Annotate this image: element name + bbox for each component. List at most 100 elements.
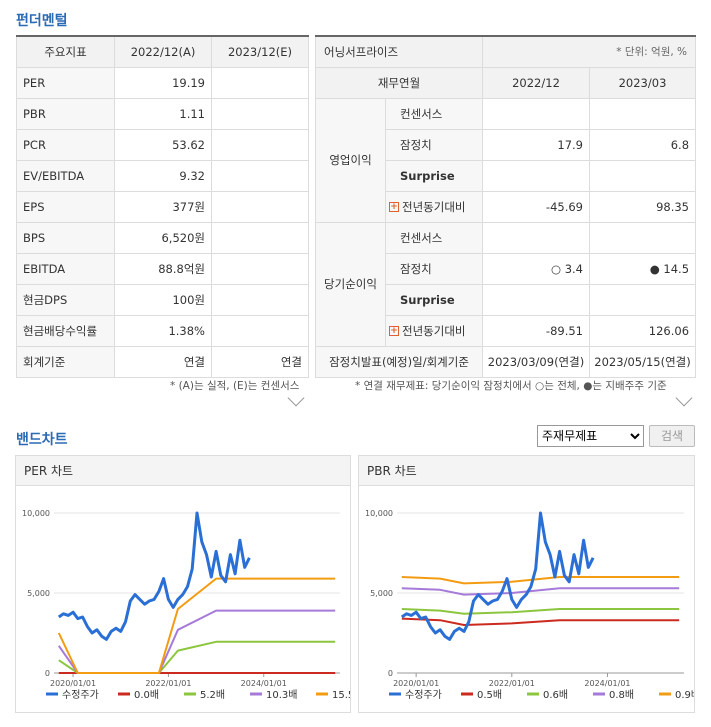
earnings-row-label-text: 컨센서스 xyxy=(400,106,443,121)
series-line-2 xyxy=(58,640,336,674)
earnings-row: 잠정치 ○ 3.4 ● 14.5 xyxy=(316,252,697,285)
x-tick-label: 2022/01/01 xyxy=(489,679,535,688)
fundamental-row: PCR 53.62 xyxy=(16,128,309,161)
fundamental-row-value-2023 xyxy=(211,97,309,130)
earnings-row-label-text: 컨센서스 xyxy=(400,230,443,245)
fundamental-row-value-2022: 377원 xyxy=(114,190,212,223)
fundamental-row-label: PBR xyxy=(16,97,115,130)
legend-label[interactable]: 5.2배 xyxy=(200,689,225,701)
earnings-row-label[interactable]: + 전년동기대비 xyxy=(385,190,483,223)
x-tick-label: 2020/01/01 xyxy=(50,679,96,688)
earnings-row: Surprise xyxy=(316,159,697,192)
expand-plus-icon[interactable]: + xyxy=(389,326,399,336)
fundamental-row: 회계기준 연결 연결 xyxy=(16,345,309,378)
earnings-row-label-text: Surprise xyxy=(400,168,455,183)
earnings-row-label: 컨센서스 xyxy=(385,221,483,254)
per-chart-title: PER 차트 xyxy=(16,456,350,486)
fundamental-row-label: BPS xyxy=(16,221,115,254)
fundamental-title: 펀더멘털 xyxy=(16,13,68,29)
earnings-row: Surprise xyxy=(316,283,697,316)
fundamental-row-label: PER xyxy=(16,66,115,99)
earnings-row-value-2023: 6.8 xyxy=(588,128,697,161)
earnings-footer-2023: 2023/05/15(연결) xyxy=(588,345,697,378)
earnings-row-value-2022 xyxy=(482,283,590,316)
y-tick-label: 10,000 xyxy=(22,509,50,518)
expand-plus-icon[interactable]: + xyxy=(389,202,399,212)
earnings-row-value-2023: 98.35 xyxy=(588,190,697,223)
fundamental-row: EBITDA 88.8억원 xyxy=(16,252,309,285)
fundamental-row: PER 19.19 xyxy=(16,66,309,99)
earnings-row-value-2023: ● 14.5 xyxy=(588,252,697,285)
legend-label[interactable]: 10.3배 xyxy=(266,689,297,701)
series-line-1 xyxy=(401,617,680,626)
fundamental-row: EV/EBITDA 9.32 xyxy=(16,159,309,192)
per-chart-panel: PER 차트 0 5,000 10,000 2020/01/01 2022/01/01 2… xyxy=(15,455,351,713)
legend-label[interactable]: 0.0배 xyxy=(134,689,159,701)
fundamental-row-value-2023 xyxy=(211,221,309,254)
earnings-row-label-text: Surprise xyxy=(400,292,455,307)
earnings-row-label: Surprise xyxy=(385,159,483,192)
fundamental-header-indicator: 주요지표 xyxy=(16,35,115,68)
fundamental-row-value-2023 xyxy=(211,283,309,316)
legend-label[interactable]: 15.5배 xyxy=(332,689,350,701)
earnings-group-label: 영업이익 xyxy=(315,97,386,223)
earnings-expand-chevron-icon[interactable] xyxy=(675,389,693,407)
earnings-row-label: 잠정치 xyxy=(385,128,483,161)
fundamental-row: 현금DPS 100원 xyxy=(16,283,309,316)
fundamental-row-value-2023 xyxy=(211,314,309,347)
y-tick-label: 5,000 xyxy=(370,589,393,598)
y-tick-label: 0 xyxy=(388,669,393,678)
series-line-2 xyxy=(401,608,680,615)
earnings-row-label[interactable]: + 전년동기대비 xyxy=(385,314,483,347)
fundamental-row: EPS 377원 xyxy=(16,190,309,223)
earnings-row-value-2023 xyxy=(588,283,697,316)
statement-type-select[interactable]: 주재무제표 xyxy=(537,425,644,447)
earnings-row-value-2023 xyxy=(588,97,697,130)
legend-label[interactable]: 수정주가 xyxy=(62,689,99,701)
series-line-4 xyxy=(401,576,680,585)
legend-label[interactable]: 0.8배 xyxy=(609,689,634,701)
x-tick-label: 2024/01/01 xyxy=(584,679,630,688)
fundamental-row-value-2023 xyxy=(211,66,309,99)
series-line-4 xyxy=(57,577,336,674)
per-band-chart: 0 5,000 10,000 2020/01/01 2022/01/01 2024/01/… xyxy=(22,509,350,701)
fundamental-row: 현금배당수익률 1.38% xyxy=(16,314,309,347)
earnings-row-label: 컨센서스 xyxy=(385,97,483,130)
fundamental-row-value-2023 xyxy=(211,190,309,223)
search-button[interactable]: 검색 xyxy=(649,425,695,447)
fundamental-table: 주요지표 2022/12(A) 2023/12(E) PER 19.19 PBR 1.… xyxy=(16,35,309,378)
earnings-row-value-2022 xyxy=(482,221,590,254)
earnings-row: 당기순이익 컨센서스 xyxy=(315,221,697,347)
earnings-table: 어닝서프라이즈 * 단위: 억원, % 재무연월 2022/12 2023/03… xyxy=(315,35,697,378)
fundamental-row-label: 현금DPS xyxy=(16,283,115,316)
earnings-row-label-text: 잠정치 xyxy=(400,261,432,276)
series-line-0 xyxy=(400,511,595,641)
fundamental-row-value-2022: 연결 xyxy=(114,345,212,378)
earnings-row-value-2023 xyxy=(588,159,697,192)
earnings-row: 영업이익 컨센서스 xyxy=(315,97,697,223)
series-line-0 xyxy=(57,511,251,641)
fundamental-row-label: EBITDA xyxy=(16,252,115,285)
fundamental-row-value-2023 xyxy=(211,159,309,192)
fundamental-row-label: 현금배당수익률 xyxy=(16,314,115,347)
fundamental-row-value-2023 xyxy=(211,128,309,161)
earnings-header-2022: 2022/12 xyxy=(482,66,590,99)
x-tick-label: 2020/01/01 xyxy=(393,679,439,688)
fundamental-row-value-2022: 1.38% xyxy=(114,314,212,347)
fundamental-row-label: 회계기준 xyxy=(16,345,115,378)
fundamental-row-value-2022: 19.19 xyxy=(114,66,212,99)
fundamental-row-value-2022: 9.32 xyxy=(114,159,212,192)
fundamental-row-label: EPS xyxy=(16,190,115,223)
legend-label[interactable]: 0.9배 xyxy=(675,689,694,701)
fundamental-header-2023: 2023/12(E) xyxy=(211,35,309,68)
earnings-row-label: 잠정치 xyxy=(385,252,483,285)
legend-label[interactable]: 수정주가 xyxy=(405,689,442,701)
legend-label[interactable]: 0.6배 xyxy=(543,689,568,701)
legend-label[interactable]: 0.5배 xyxy=(477,689,502,701)
fundamental-row-value-2022: 53.62 xyxy=(114,128,212,161)
fundamental-note: * (A)는 실적, (E)는 컨센서스 xyxy=(170,380,300,392)
earnings-row-value-2022: -45.69 xyxy=(482,190,590,223)
earnings-row: + 전년동기대비 -45.69 98.35 xyxy=(316,190,697,223)
earnings-header-2023: 2023/03 xyxy=(588,66,697,99)
earnings-row-label-text: 전년동기대비 xyxy=(402,323,466,338)
